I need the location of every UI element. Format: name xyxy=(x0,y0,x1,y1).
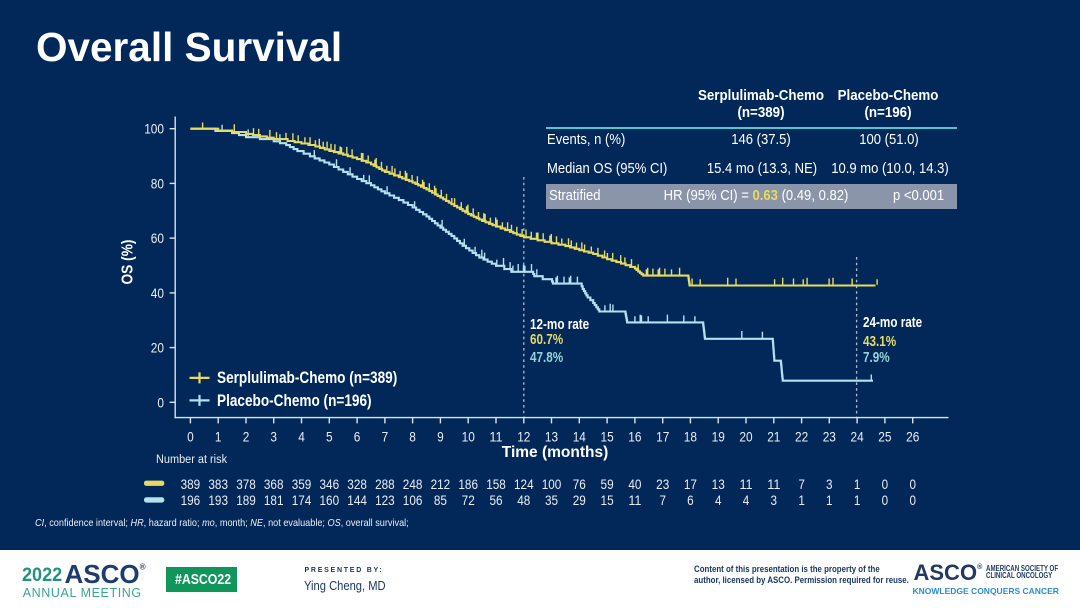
svg-text:17: 17 xyxy=(656,428,669,444)
svg-text:9: 9 xyxy=(437,428,444,444)
svg-text:383: 383 xyxy=(208,476,228,492)
svg-text:7: 7 xyxy=(659,492,666,508)
svg-text:196: 196 xyxy=(181,492,201,508)
svg-text:7: 7 xyxy=(798,476,805,492)
svg-text:359: 359 xyxy=(292,476,312,492)
svg-text:13: 13 xyxy=(712,476,725,492)
svg-text:40: 40 xyxy=(628,476,641,492)
svg-text:0: 0 xyxy=(909,492,916,508)
svg-text:4: 4 xyxy=(298,428,305,444)
svg-text:29: 29 xyxy=(573,492,586,508)
svg-text:19: 19 xyxy=(712,428,725,444)
svg-text:23: 23 xyxy=(823,428,836,444)
svg-text:1: 1 xyxy=(215,428,222,444)
svg-text:158: 158 xyxy=(486,476,506,492)
svg-text:76: 76 xyxy=(573,476,586,492)
svg-text:378: 378 xyxy=(236,476,256,492)
svg-text:48: 48 xyxy=(517,492,530,508)
svg-text:288: 288 xyxy=(375,476,395,492)
svg-text:100: 100 xyxy=(542,476,562,492)
svg-text:0: 0 xyxy=(882,476,889,492)
svg-text:368: 368 xyxy=(264,476,284,492)
svg-text:56: 56 xyxy=(489,492,502,508)
svg-text:212: 212 xyxy=(431,476,451,492)
svg-text:123: 123 xyxy=(375,492,395,508)
svg-text:15: 15 xyxy=(601,428,614,444)
svg-text:72: 72 xyxy=(462,492,475,508)
svg-text:22: 22 xyxy=(795,428,808,444)
svg-text:60: 60 xyxy=(151,230,164,246)
svg-text:35: 35 xyxy=(545,492,558,508)
svg-text:11: 11 xyxy=(628,492,641,508)
svg-text:106: 106 xyxy=(403,492,423,508)
svg-text:11: 11 xyxy=(489,428,502,444)
svg-text:1: 1 xyxy=(854,492,861,508)
svg-text:248: 248 xyxy=(403,476,423,492)
svg-text:346: 346 xyxy=(320,476,340,492)
svg-text:6: 6 xyxy=(687,492,694,508)
svg-text:16: 16 xyxy=(628,428,641,444)
svg-text:40: 40 xyxy=(151,285,164,301)
svg-text:6: 6 xyxy=(354,428,361,444)
svg-text:80: 80 xyxy=(151,175,164,191)
svg-text:0: 0 xyxy=(187,428,194,444)
svg-text:328: 328 xyxy=(347,476,367,492)
svg-text:24: 24 xyxy=(851,428,864,444)
svg-text:1: 1 xyxy=(826,492,833,508)
svg-text:20: 20 xyxy=(151,340,164,356)
svg-text:186: 186 xyxy=(458,476,478,492)
svg-text:23: 23 xyxy=(656,476,669,492)
svg-text:193: 193 xyxy=(208,492,228,508)
svg-text:3: 3 xyxy=(826,476,833,492)
svg-text:124: 124 xyxy=(514,476,534,492)
svg-text:3: 3 xyxy=(270,428,277,444)
svg-text:85: 85 xyxy=(434,492,447,508)
svg-text:181: 181 xyxy=(264,492,284,508)
svg-text:160: 160 xyxy=(320,492,340,508)
svg-text:3: 3 xyxy=(771,492,778,508)
svg-text:1: 1 xyxy=(798,492,805,508)
svg-text:7: 7 xyxy=(382,428,389,444)
svg-text:20: 20 xyxy=(739,428,752,444)
svg-text:59: 59 xyxy=(601,476,614,492)
svg-text:389: 389 xyxy=(181,476,201,492)
svg-text:4: 4 xyxy=(743,492,750,508)
svg-text:15: 15 xyxy=(601,492,614,508)
svg-text:4: 4 xyxy=(715,492,722,508)
svg-text:18: 18 xyxy=(684,428,697,444)
svg-text:14: 14 xyxy=(573,428,586,444)
svg-text:17: 17 xyxy=(684,476,697,492)
svg-text:0: 0 xyxy=(909,476,916,492)
svg-text:100: 100 xyxy=(144,121,164,137)
svg-text:1: 1 xyxy=(854,476,861,492)
svg-text:11: 11 xyxy=(767,476,780,492)
svg-text:2: 2 xyxy=(243,428,250,444)
svg-text:12: 12 xyxy=(517,428,530,444)
svg-text:8: 8 xyxy=(409,428,416,444)
svg-text:0: 0 xyxy=(882,492,889,508)
svg-text:0: 0 xyxy=(157,394,164,410)
svg-text:11: 11 xyxy=(739,476,752,492)
svg-text:21: 21 xyxy=(767,428,780,444)
svg-text:5: 5 xyxy=(326,428,333,444)
svg-text:26: 26 xyxy=(906,428,919,444)
svg-text:13: 13 xyxy=(545,428,558,444)
svg-text:10: 10 xyxy=(462,428,475,444)
svg-text:25: 25 xyxy=(878,428,891,444)
svg-text:174: 174 xyxy=(292,492,312,508)
svg-text:OS (%): OS (%) xyxy=(120,240,137,285)
svg-text:144: 144 xyxy=(347,492,367,508)
svg-text:189: 189 xyxy=(236,492,256,508)
